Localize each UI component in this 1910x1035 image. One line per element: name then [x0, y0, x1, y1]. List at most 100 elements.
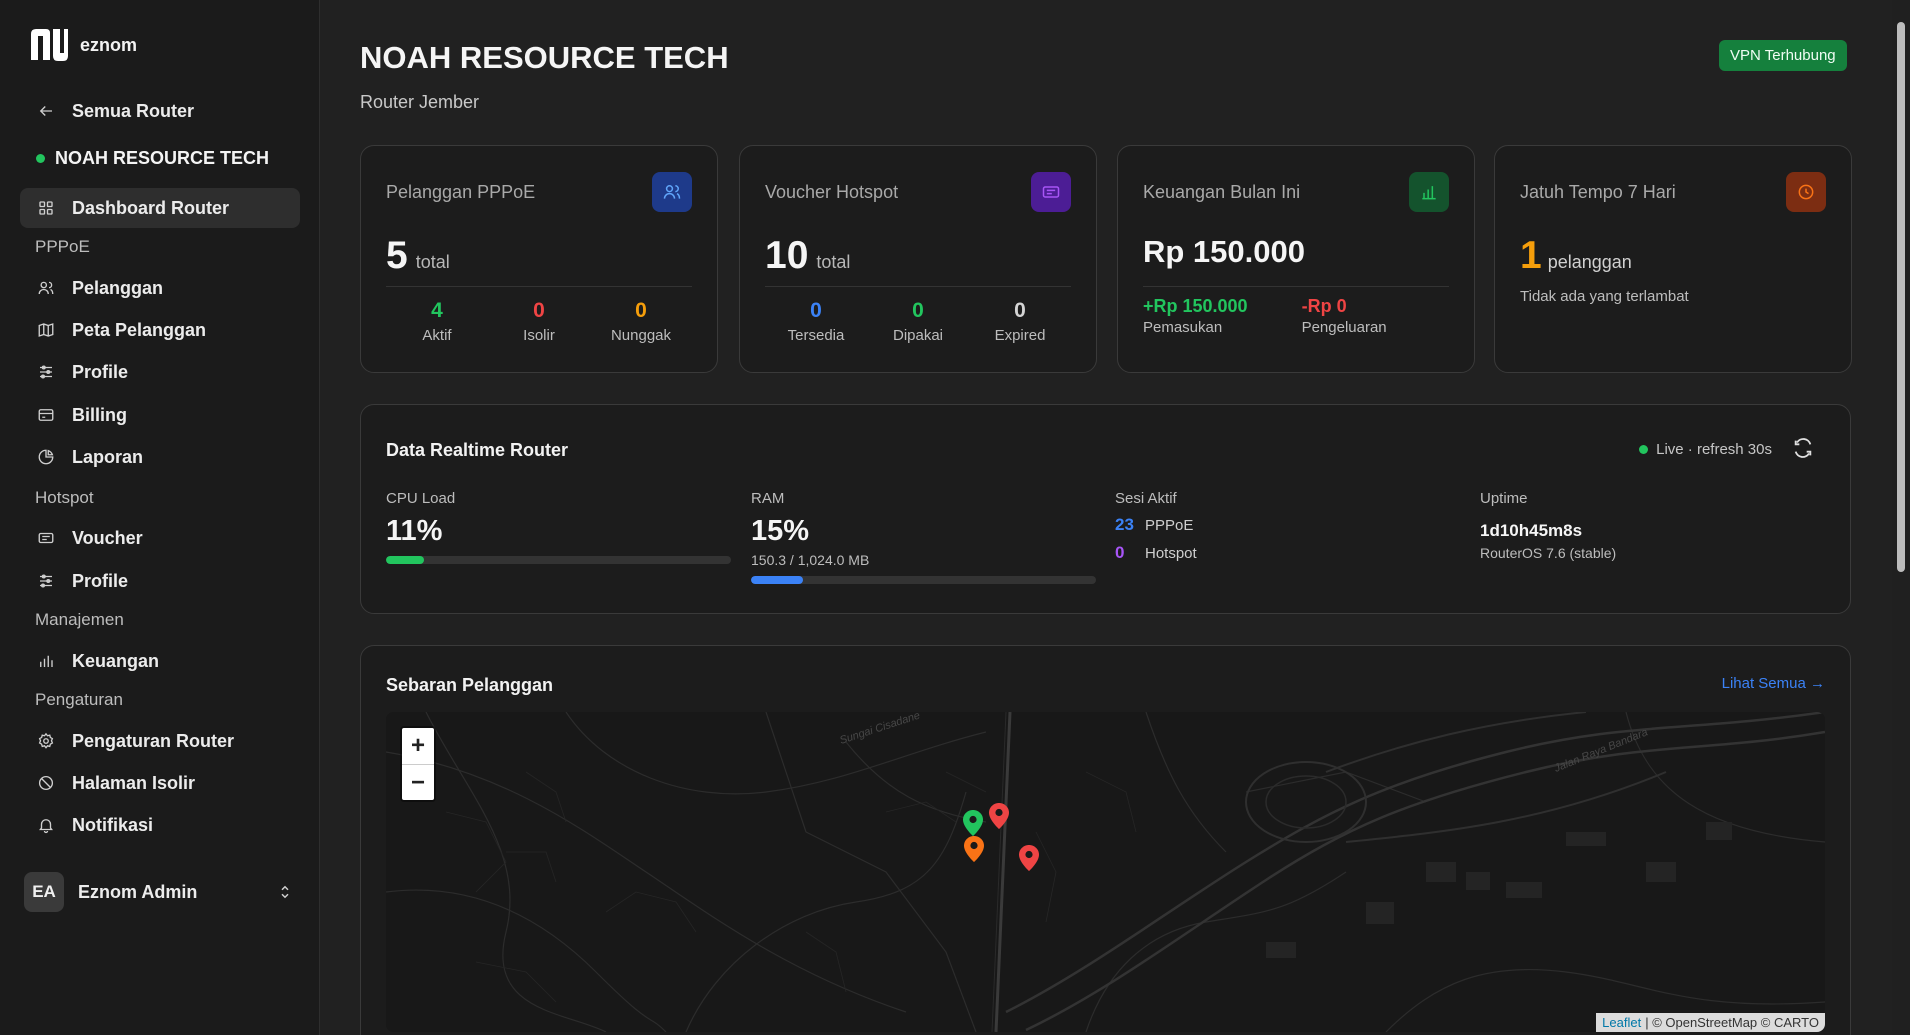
leaflet-link[interactable]: Leaflet: [1602, 1015, 1642, 1030]
stat-nunggak: 0 Nunggak: [590, 299, 692, 344]
sidebar-item-dashboard[interactable]: Dashboard Router: [20, 188, 300, 228]
sidebar-item-label: Billing: [72, 404, 127, 425]
map-marker-icon[interactable]: [989, 803, 1009, 829]
sidebar-item-label: Voucher: [72, 527, 143, 548]
ram-usage: RAM 15% 150.3 / 1,024.0 MB: [751, 490, 1096, 584]
live-dot: [1639, 445, 1649, 454]
see-all-link[interactable]: Lihat Semua →: [1721, 675, 1825, 692]
map-marker-icon[interactable]: [1019, 845, 1039, 871]
pppoe-card: Pelanggan PPPoE 5 total 4 Aktif 0 Isolir 0…: [360, 145, 718, 373]
uptime-value: 1d10h45m8s: [1480, 521, 1583, 540]
attribution-text: | © OpenStreetMap © CARTO: [1645, 1015, 1819, 1030]
router-name: NOAH RESOURCE TECH: [55, 148, 270, 168]
user-name: Eznom Admin: [78, 881, 198, 902]
clock-icon: [1786, 172, 1826, 212]
zoom-out-button[interactable]: −: [402, 764, 434, 800]
realtime-title: Data Realtime Router: [386, 440, 569, 460]
sidebar-item-profile-pppoe[interactable]: Profile: [20, 352, 300, 392]
due-count: 1 pelanggan: [1520, 234, 1632, 278]
sidebar-item-pelanggan[interactable]: Pelanggan: [20, 268, 300, 308]
expense-label: Pengeluaran: [1301, 319, 1387, 336]
back-to-all-routers-link[interactable]: Semua Router: [20, 91, 300, 131]
live-label: Live · refresh 30s: [1656, 441, 1772, 458]
ticket-icon: [36, 528, 56, 548]
map-tiles: Sungai Cisadane Jalan Raya Bandara: [386, 712, 1825, 1032]
sessions-label: Sesi Aktif: [1115, 490, 1177, 507]
sidebar-item-label: Peta Pelanggan: [72, 319, 207, 340]
stat-value: 0: [635, 299, 647, 322]
ram-label: RAM: [751, 490, 785, 507]
money-breakdown: +Rp 150.000 Pemasukan -Rp 0 Pengeluaran: [1143, 296, 1387, 336]
cpu-value: 11%: [386, 515, 443, 547]
section-manajemen: Manajemen: [35, 610, 124, 629]
stat-value: 0: [533, 299, 545, 322]
page-title: NOAH RESOURCE TECH: [360, 40, 729, 75]
income-label: Pemasukan: [1143, 319, 1223, 336]
stat-value: 0: [912, 299, 924, 322]
map-markers: [963, 803, 1039, 871]
page-subtitle: Router Jember: [360, 92, 480, 112]
sidebar-item-halaman-isolir[interactable]: Halaman Isolir: [20, 763, 300, 803]
bar-chart-icon: [36, 651, 56, 671]
router-online-dot: [36, 154, 45, 163]
sidebar-item-billing[interactable]: Billing: [20, 395, 300, 435]
map-attribution: Leaflet | © OpenStreetMap © CARTO: [1596, 1013, 1825, 1032]
due-number: 1: [1520, 234, 1542, 277]
card-label: Keuangan Bulan Ini: [1143, 182, 1301, 202]
routeros-version: RouterOS 7.6 (stable): [1480, 545, 1617, 561]
bar-chart-icon: [1409, 172, 1449, 212]
customer-map[interactable]: Sungai Cisadane Jalan Raya Bandara + − L…: [386, 712, 1825, 1032]
refresh-button[interactable]: [1792, 437, 1816, 461]
pie-chart-icon: [36, 447, 56, 467]
arrow-left-icon: [36, 101, 56, 121]
users-icon: [36, 278, 56, 298]
sidebar-item-label: Laporan: [72, 446, 144, 467]
sidebar-item-label: Dashboard Router: [72, 197, 230, 218]
sliders-icon: [36, 571, 56, 591]
refresh-icon: [1794, 438, 1812, 458]
sidebar-item-profile-hotspot[interactable]: Profile: [20, 561, 300, 601]
vpn-status-badge: VPN Terhubung: [1719, 40, 1847, 71]
sidebar-item-voucher[interactable]: Voucher: [20, 518, 300, 558]
current-router: NOAH RESOURCE TECH: [36, 148, 269, 169]
divider: [386, 286, 692, 287]
divider: [1143, 286, 1449, 287]
sidebar-item-peta-pelanggan[interactable]: Peta Pelanggan: [20, 310, 300, 350]
section-hotspot: Hotspot: [35, 488, 94, 507]
brand[interactable]: eznom: [28, 26, 137, 64]
stat-value: 0: [810, 299, 822, 322]
sidebar-item-pengaturan-router[interactable]: Pengaturan Router: [20, 721, 300, 761]
sidebar-item-label: Profile: [72, 570, 129, 591]
page-scrollbar[interactable]: [1892, 0, 1910, 1035]
map-marker-icon[interactable]: [963, 810, 983, 836]
income: +Rp 150.000 Pemasukan: [1143, 296, 1248, 336]
gear-icon: [36, 731, 56, 751]
ram-detail: 150.3 / 1,024.0 MB: [751, 552, 870, 568]
divider: [765, 286, 1071, 287]
jatuh-tempo-card: Jatuh Tempo 7 Hari 1 pelanggan Tidak ada…: [1494, 145, 1852, 373]
active-sessions: Sesi Aktif 23 PPPoE 0 Hotspot: [1115, 490, 1197, 563]
avatar: EA: [24, 872, 64, 912]
stat-value: 4: [431, 299, 443, 322]
stat-label: Dipakai: [892, 327, 944, 344]
cpu-load: CPU Load 11%: [386, 490, 731, 564]
section-pengaturan: Pengaturan: [35, 690, 123, 709]
pppoe-total: 5 total: [386, 234, 450, 278]
scrollbar-thumb[interactable]: [1897, 22, 1905, 572]
sidebar-item-laporan[interactable]: Laporan: [20, 437, 300, 477]
ram-bar-fill: [751, 576, 803, 584]
zoom-in-button[interactable]: +: [402, 728, 434, 764]
expense-value: -Rp 0: [1301, 296, 1347, 316]
sidebar-item-keuangan[interactable]: Keuangan: [20, 641, 300, 681]
credit-card-icon: [36, 405, 56, 425]
sidebar-item-notifikasi[interactable]: Notifikasi: [20, 805, 300, 845]
sidebar-item-label: Keuangan: [72, 650, 160, 671]
sidebar: eznom Semua Router NOAH RESOURCE TECH Da…: [0, 0, 320, 1035]
sidebar-item-label: Pengaturan Router: [72, 730, 235, 751]
total-number: 10: [765, 234, 809, 277]
user-menu[interactable]: EA Eznom Admin: [24, 871, 294, 913]
voucher-stats: 0 Tersedia 0 Dipakai 0 Expired: [765, 299, 1071, 344]
income-value: +Rp 150.000: [1143, 296, 1248, 316]
map-marker-icon[interactable]: [964, 836, 984, 862]
voucher-card: Voucher Hotspot 10 total 0 Tersedia 0 Dipa…: [739, 145, 1097, 373]
